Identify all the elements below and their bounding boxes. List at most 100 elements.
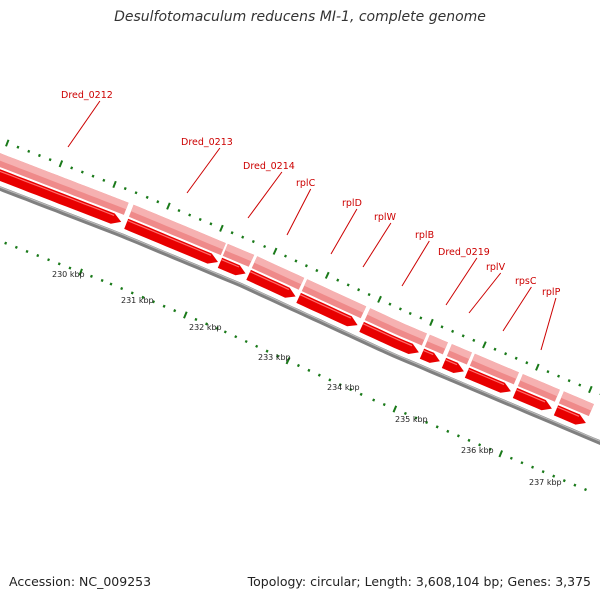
minor-tick [520, 461, 524, 465]
minor-tick [398, 307, 402, 311]
minor-tick [382, 402, 386, 407]
cds-arrow-shine [362, 323, 413, 347]
gene-leader-line [247, 171, 283, 219]
minor-tick [89, 274, 93, 278]
minor-tick [80, 170, 84, 174]
gene-band-track [0, 153, 594, 417]
minor-tick [372, 398, 376, 402]
minor-tick [440, 325, 444, 329]
gene-label[interactable]: rplD [342, 198, 362, 209]
minor-tick [263, 244, 267, 249]
minor-tick [414, 416, 418, 420]
minor-tick [68, 266, 72, 270]
genome-summary-text: Topology: circular; Length: 3,608,104 bp… [247, 574, 591, 589]
gene-band-highlight [520, 374, 560, 397]
gene-label[interactable]: Dred_0212 [61, 90, 113, 101]
gene-band-highlight [449, 344, 472, 359]
minor-tick [230, 231, 234, 235]
gene-leader-line [362, 222, 392, 268]
gene-label[interactable]: rplV [486, 262, 506, 273]
minor-tick [47, 258, 51, 262]
minor-tick [57, 262, 61, 266]
cds-arrow [359, 321, 419, 354]
minor-tick [102, 178, 106, 182]
tick-marks [4, 139, 600, 492]
gene-band-highlight [472, 353, 519, 379]
minor-tick [525, 361, 529, 365]
minor-tick [25, 249, 29, 254]
cds-arrow-shine [423, 349, 434, 356]
scale-label: 232 kbp [189, 323, 222, 332]
minor-tick [509, 456, 513, 460]
minor-tick [317, 373, 321, 377]
minor-tick [151, 300, 156, 304]
major-tick [112, 180, 117, 189]
major-tick [482, 341, 487, 349]
gene-leader-line [401, 240, 430, 287]
accession-text: Accession: NC_009253 [9, 574, 152, 589]
major-tick [58, 160, 64, 168]
gene-band-highlight [254, 256, 305, 285]
minor-tick [120, 286, 124, 291]
minor-tick [145, 195, 149, 199]
gene-label[interactable]: rpsC [515, 276, 537, 287]
cds-arrow [464, 367, 511, 393]
minor-tick [141, 295, 145, 299]
minor-tick [346, 283, 350, 287]
scale-label: 231 kbp [121, 296, 154, 305]
cds-arrow-shine [516, 389, 546, 403]
gene-leader-line [540, 297, 557, 351]
gene-label[interactable]: rplW [374, 212, 397, 223]
minor-tick [130, 291, 134, 295]
cds-arrow [441, 357, 464, 373]
gene-label[interactable]: rplP [542, 287, 561, 298]
minor-tick [194, 317, 198, 322]
major-tick [535, 363, 540, 371]
minor-tick [265, 349, 269, 353]
minor-tick [70, 166, 74, 170]
gene-label[interactable]: Dred_0213 [181, 137, 233, 148]
major-tick [219, 224, 224, 232]
cds-arrow-shine [0, 170, 115, 216]
minor-tick [27, 149, 31, 153]
minor-tick [367, 292, 371, 297]
major-tick [272, 247, 278, 255]
backbone-highlight [0, 186, 600, 442]
minor-tick [573, 483, 577, 487]
minor-tick [419, 316, 423, 320]
gene-label[interactable]: Dred_0219 [438, 247, 490, 258]
minor-tick [251, 239, 255, 244]
scale-label: 236 kbp [461, 446, 494, 455]
minor-tick [188, 213, 192, 217]
gene-label[interactable]: rplC [296, 178, 316, 189]
gene-leader-line [286, 188, 312, 236]
gene-leader-line [445, 257, 478, 306]
minor-tick [562, 479, 566, 483]
scale-label: 234 kbp [327, 383, 360, 392]
major-tick [392, 405, 398, 413]
minor-tick [359, 392, 363, 396]
gene-band-highlight [131, 204, 226, 250]
minor-tick [307, 368, 311, 372]
cds-arrow-shine [127, 219, 212, 256]
minor-tick [14, 245, 18, 249]
minor-tick [514, 356, 518, 360]
cds-arrow [217, 257, 246, 276]
minor-tick [36, 254, 40, 258]
major-tick [78, 268, 83, 276]
scale-labels: 230 kbp 231 kbp 232 kbp 233 kbp 234 kbp 235 k… [52, 270, 562, 487]
minor-tick [198, 217, 202, 222]
gene-label[interactable]: rplB [415, 230, 434, 241]
minor-tick [209, 222, 213, 226]
minor-tick [403, 411, 407, 416]
minor-tick [91, 174, 95, 178]
cds-arrow-track [0, 169, 586, 425]
gene-label[interactable]: Dred_0214 [243, 161, 295, 172]
minor-tick [336, 278, 340, 282]
gene-leader-line [67, 100, 101, 148]
minor-tick [583, 487, 588, 492]
minor-tick [162, 304, 166, 308]
gene-band-highlight [561, 391, 594, 411]
minor-tick [488, 447, 492, 451]
minor-tick [37, 153, 41, 158]
